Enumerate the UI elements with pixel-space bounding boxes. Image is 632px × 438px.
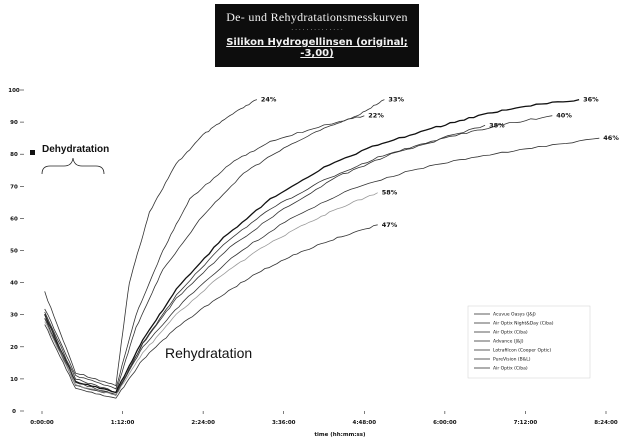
y-tick-label: 60	[10, 216, 18, 222]
series-line	[44, 99, 385, 393]
series-line	[44, 137, 600, 396]
x-tick-label: 7:12:00	[514, 420, 538, 426]
x-tick-label: 6:00:00	[433, 420, 457, 426]
y-tick-label: 100	[8, 88, 20, 94]
series-line	[44, 192, 378, 395]
x-tick-label: 1:12:00	[111, 420, 135, 426]
series-line	[44, 115, 365, 390]
chart-title: De- und Rehydratationsmesskurven	[226, 10, 408, 24]
chart-plot-area	[44, 98, 600, 399]
chart-axes: 0 10 20 30 40 50 60 70 80 90 100 0:00:00 1:12:00 2:24…	[8, 88, 618, 426]
series-end-label: 58%	[382, 189, 398, 197]
chart-legend: Acuvue Oasys (J&J) Air Optix Night&Day (C…	[467, 305, 591, 379]
series-line	[44, 124, 486, 395]
y-tick-label: 70	[10, 184, 18, 190]
chart-title-box: De- und Rehydratationsmesskurven · · · ·…	[215, 4, 419, 67]
legend-entry: Advance (J&J)	[493, 339, 524, 345]
legend-entry: Air Optix Night&Day (Ciba)	[493, 321, 554, 327]
x-axis-label: time (hh:mm:ss)	[314, 432, 366, 438]
series-end-label: 36%	[583, 96, 599, 104]
chart-annotations: Dehydratation Rehydratation	[30, 144, 252, 361]
y-tick-label: 80	[10, 152, 18, 158]
legend-entry: Lotrafilcon (Cooper Optic)	[493, 348, 551, 354]
series-end-label: 40%	[556, 112, 572, 120]
y-tick-label: 20	[10, 345, 18, 351]
y-tick-label: 10	[10, 377, 18, 383]
dehydratation-brace	[41, 157, 105, 175]
series-labels: 24% 22% 33% 36% 38% 40% 46% 58% 47%	[261, 96, 619, 229]
series-end-label: 33%	[388, 96, 404, 104]
legend-entry: PureVision (B&L)	[493, 357, 531, 363]
legend-entry: Acuvue Oasys (J&J)	[493, 312, 536, 318]
chart-title-note: · · · · · · · · · · · · · ·	[291, 27, 343, 34]
y-tick-label: 90	[10, 120, 18, 126]
annotation-dehydratation: Dehydratation	[42, 144, 109, 155]
x-tick-label: 8:24:00	[594, 420, 618, 426]
legend-box	[467, 305, 591, 379]
chart-subtitle: Silikon Hydrogellinsen (original; -3,00)	[226, 37, 408, 59]
series-end-label: 22%	[368, 112, 384, 120]
x-tick-label: 4:48:00	[353, 420, 377, 426]
legend-entry: Air Optix (Ciba)	[493, 366, 528, 372]
y-tick-label: 0	[12, 409, 16, 415]
series-end-label: 47%	[382, 221, 398, 229]
dehydratation-marker	[30, 150, 35, 155]
annotation-rehydratation: Rehydratation	[165, 345, 252, 361]
x-tick-label: 2:24:00	[191, 420, 215, 426]
y-tick-label: 30	[10, 313, 18, 319]
series-end-label: 46%	[603, 134, 619, 142]
series-line	[44, 99, 258, 387]
x-tick-label: 0:00:00	[30, 420, 54, 426]
legend-entry: Air Optix (Ciba)	[493, 330, 528, 336]
series-end-label: 24%	[261, 96, 277, 104]
series-line	[44, 224, 378, 399]
series-end-label: 38%	[489, 121, 505, 129]
y-tick-label: 40	[10, 281, 18, 287]
y-tick-label: 50	[10, 249, 18, 255]
x-tick-label: 3:36:00	[272, 420, 296, 426]
series-line	[44, 98, 580, 394]
